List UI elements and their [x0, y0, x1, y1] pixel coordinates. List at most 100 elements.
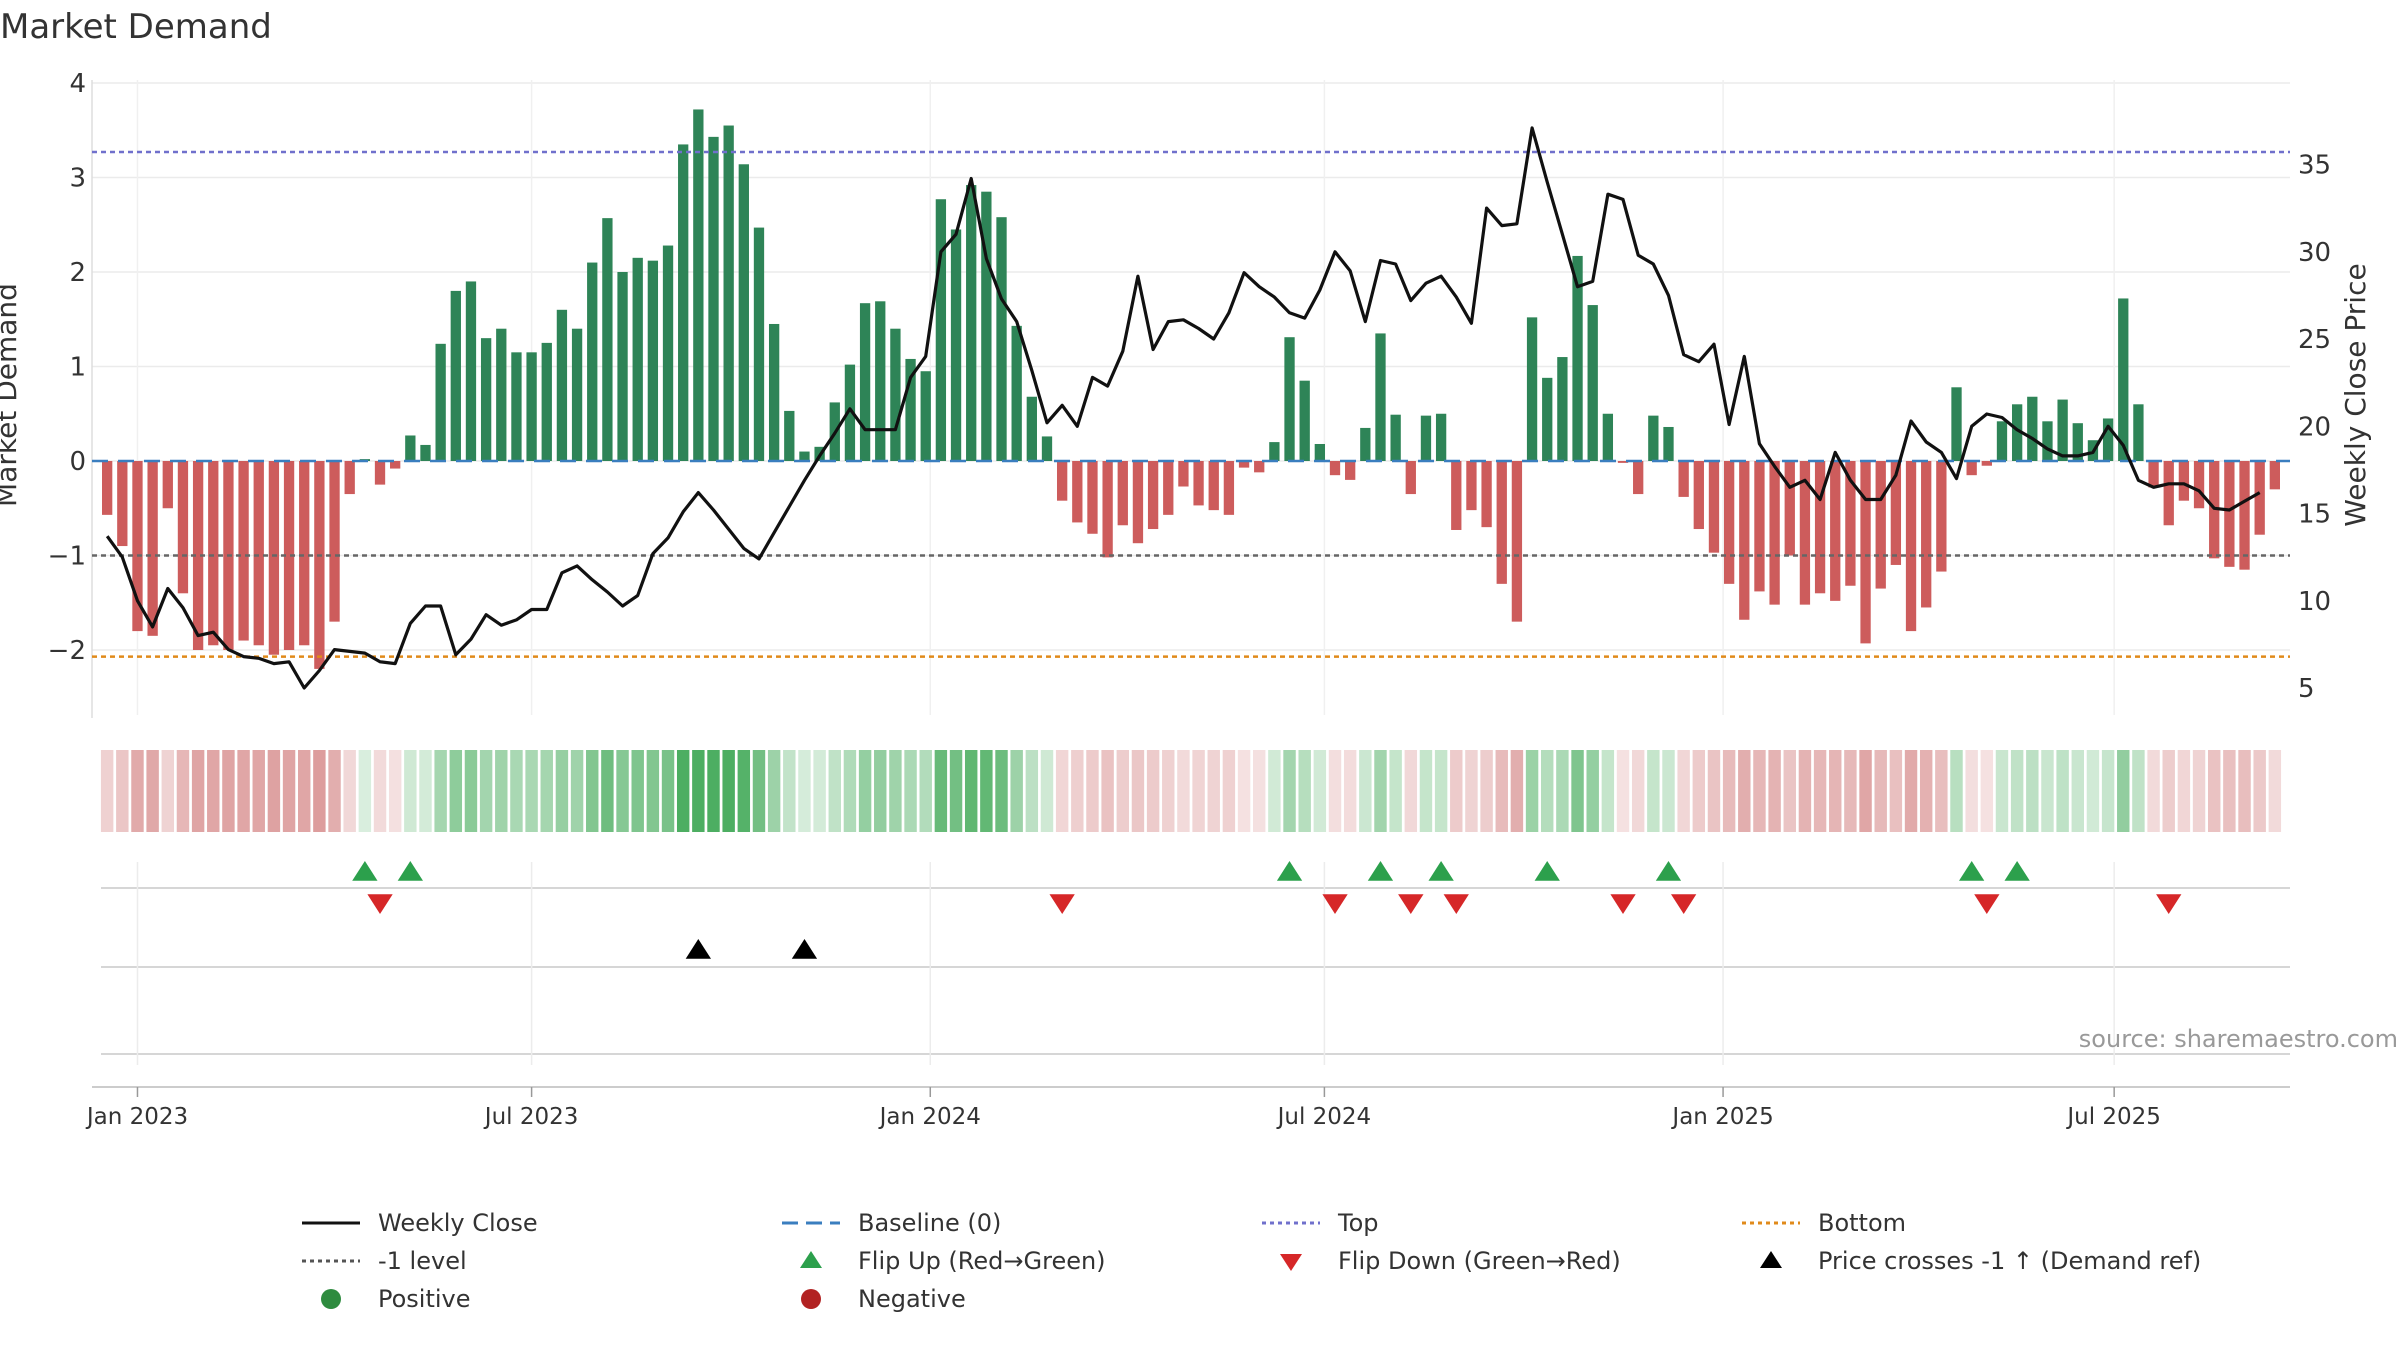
heat-cell: [343, 750, 356, 832]
demand-bar: [2254, 461, 2265, 535]
price-layer: [105, 126, 2261, 690]
demand-bar: [526, 352, 537, 461]
y-tick-label: 3: [69, 164, 86, 194]
demand-bar: [1208, 461, 1219, 511]
demand-bar: [844, 364, 856, 461]
demand-bar: [799, 451, 810, 461]
legend-item-minus-one: -1 level: [300, 1243, 467, 1279]
demand-bar: [374, 461, 386, 485]
flip-down-marker: [1974, 894, 2000, 914]
demand-bar: [708, 136, 719, 462]
heat-cell: [1844, 750, 1857, 832]
price-cross-marker: [791, 939, 818, 959]
flip-up-marker: [1655, 861, 1682, 881]
demand-bar: [1223, 461, 1235, 515]
demand-bar: [132, 461, 143, 632]
demand-bar: [1329, 461, 1341, 476]
heat-cell: [964, 750, 978, 832]
heat-cell: [1283, 750, 1296, 832]
heat-cell: [1722, 750, 1736, 832]
heat-cell: [1783, 750, 1796, 832]
heat-cell: [2253, 750, 2266, 832]
triangle-up-icon: [1740, 1243, 1802, 1279]
heat-cell: [1889, 750, 1903, 832]
demand-bar: [1617, 461, 1629, 463]
heat-cell: [1586, 750, 1599, 832]
demand-bar: [1526, 317, 1538, 461]
demand-bar: [450, 290, 461, 461]
heat-cell: [282, 750, 296, 832]
demand-bar: [2057, 399, 2068, 461]
heat-cell: [2177, 750, 2191, 832]
heat-cell: [313, 750, 326, 832]
demand-bar: [2224, 461, 2235, 567]
heat-cell: [1813, 750, 1827, 832]
heat-cell: [1086, 750, 1099, 832]
heat-cell: [1343, 750, 1357, 832]
demand-bar: [147, 461, 158, 636]
heat-cell: [1222, 750, 1236, 832]
heat-cell: [843, 750, 857, 832]
demand-bar: [2133, 404, 2144, 461]
flip-down-marker: [1671, 894, 1697, 914]
legend-label: Bottom: [1818, 1209, 1907, 1237]
source-note: source: sharemaestro.com: [2079, 1025, 2398, 1053]
x-tick-label: Jan 2024: [878, 1104, 981, 1130]
demand-bar: [905, 358, 916, 461]
heat-cell: [237, 750, 250, 832]
heat-cell: [2268, 750, 2282, 832]
demand-bar: [890, 328, 901, 461]
heat-cell: [722, 750, 735, 832]
demand-bar: [405, 435, 416, 461]
flip-down-marker: [1610, 894, 1636, 914]
heat-cell: [767, 750, 781, 832]
y-axis-label: Market Demand: [0, 283, 23, 507]
heat-cell: [207, 750, 220, 832]
legend-item-negative: Negative: [780, 1281, 966, 1317]
demand-bar: [1966, 461, 1977, 476]
demand-bar: [1648, 415, 1659, 461]
heat-cell: [328, 750, 341, 832]
demand-bar: [1602, 413, 1614, 461]
demand-bar: [920, 371, 931, 461]
demand-bar: [420, 444, 431, 461]
heat-cell: [1465, 750, 1478, 832]
legend-item-top: Top: [1260, 1205, 1379, 1241]
flip-up-marker: [1276, 861, 1303, 881]
heat-cell: [616, 750, 629, 832]
demand-bar: [1633, 461, 1644, 495]
heat-strip: [100, 750, 2282, 832]
flip-up-marker: [352, 861, 378, 881]
demand-bar: [102, 461, 113, 515]
demand-bar: [1936, 461, 1947, 572]
flip-up-marker: [1959, 861, 1985, 881]
heat-cell: [631, 750, 644, 832]
y2-tick-label: 20: [2298, 412, 2331, 442]
heat-cell: [1753, 750, 1766, 832]
heat-cell: [1874, 750, 1887, 832]
demand-bar: [1830, 461, 1841, 601]
heat-cell: [1631, 750, 1645, 832]
heat-cell: [676, 750, 690, 832]
demand-bar: [238, 461, 249, 641]
demand-bar: [738, 164, 749, 461]
y-tick-label: −2: [48, 636, 86, 666]
demand-bar: [1723, 461, 1735, 584]
heat-cell: [601, 750, 614, 832]
heat-cell: [1995, 750, 2009, 832]
price-cross-marker: [685, 939, 711, 959]
demand-bar: [1951, 387, 1962, 461]
demand-bar: [1663, 426, 1674, 461]
demand-bar: [465, 281, 477, 461]
heat-cell: [1541, 750, 1554, 832]
x-tick-label: Jan 2023: [85, 1104, 188, 1130]
demand-bar: [1390, 414, 1401, 461]
legend-dotted-icon: [300, 1243, 362, 1279]
demand-bar: [480, 338, 492, 461]
demand-bar: [1693, 461, 1704, 530]
heat-cell: [813, 750, 826, 832]
demand-bar: [1102, 461, 1113, 558]
demand-bar: [556, 309, 568, 461]
heat-cell: [116, 750, 129, 832]
heat-cell: [858, 750, 872, 832]
